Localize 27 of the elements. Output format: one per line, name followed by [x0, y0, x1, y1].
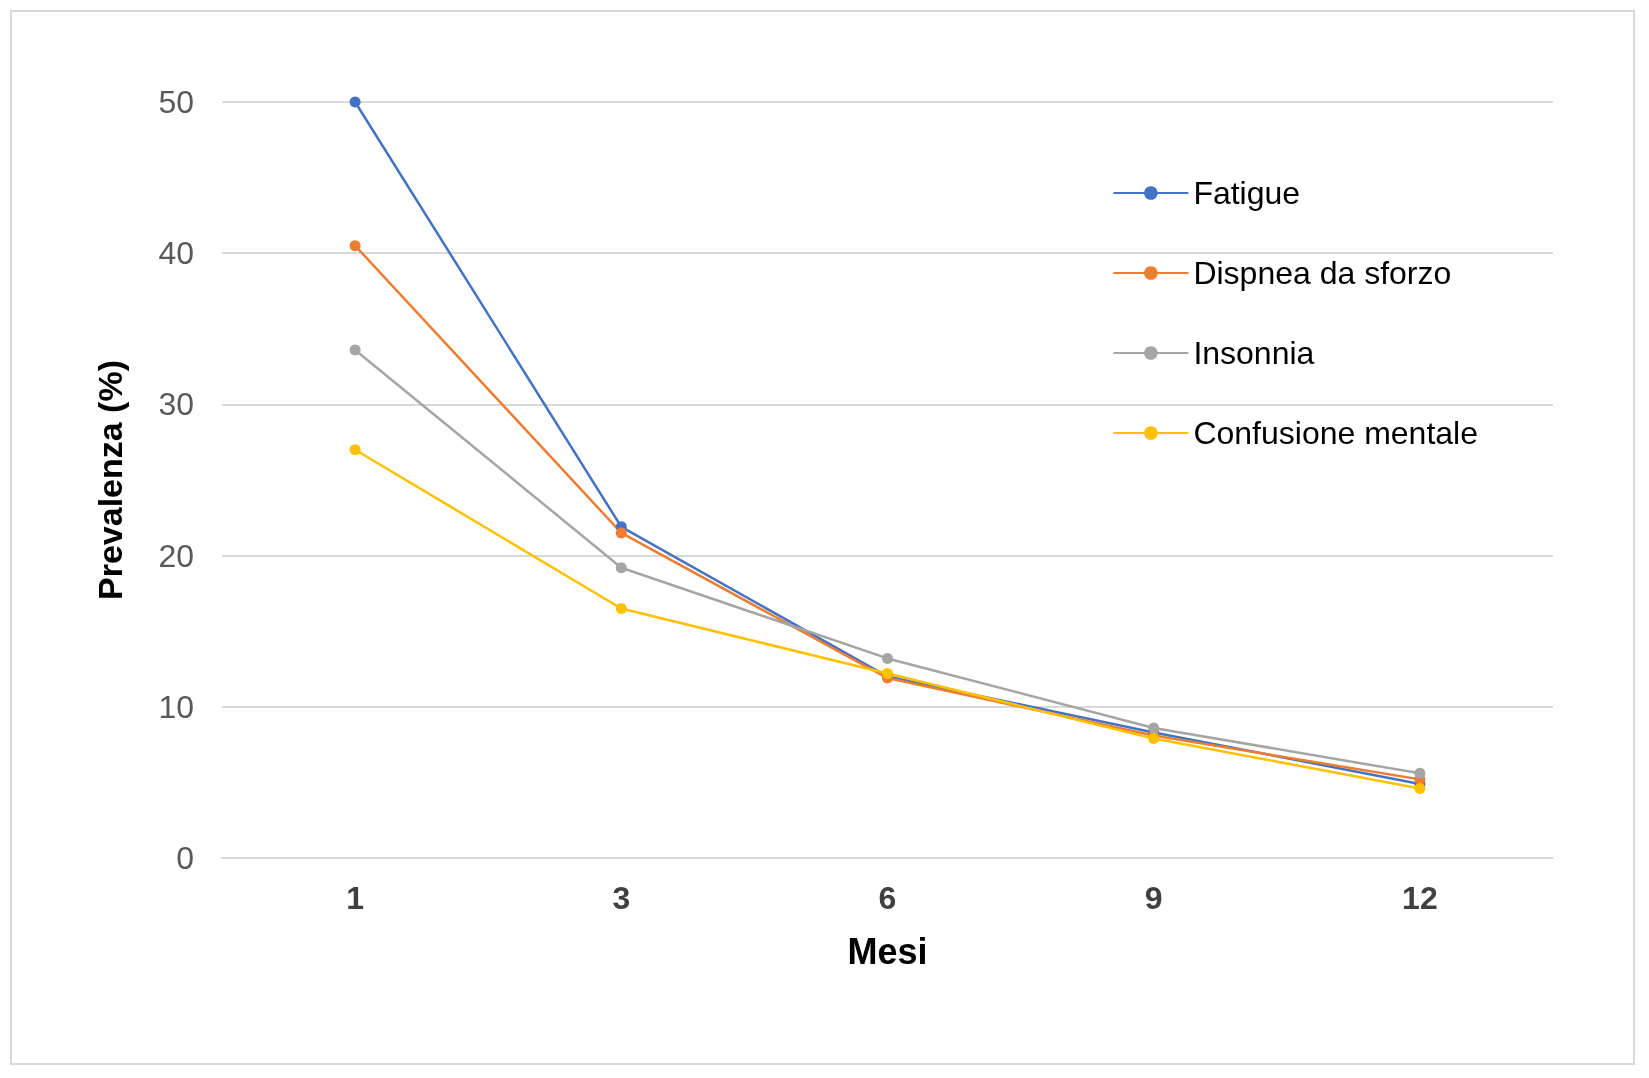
x-tick-label: 9: [1144, 880, 1163, 916]
y-tick-label: 10: [158, 688, 194, 725]
x-axis-title: Mesi: [847, 930, 928, 972]
point: [1148, 722, 1160, 734]
y-tick-label: 0: [176, 840, 194, 876]
legend-label: Confusione mentale: [1193, 415, 1478, 451]
point: [349, 240, 361, 252]
point: [349, 344, 361, 356]
x-tick-label: 1: [346, 880, 364, 916]
y-axis-title: Prevalenza (%): [91, 360, 129, 600]
y-tick-label: 40: [158, 235, 194, 272]
point: [615, 527, 627, 539]
y-tick-label: 20: [158, 537, 194, 574]
x-tick-label: 3: [612, 880, 631, 916]
legend-label: Fatigue: [1193, 175, 1301, 211]
y-tick-label: 30: [158, 386, 194, 423]
y-tick-label: 50: [158, 84, 194, 120]
legend-label: Dispnea da sforzo: [1193, 255, 1452, 291]
point: [349, 96, 361, 108]
point: [615, 603, 627, 615]
x-tick-label: 6: [878, 880, 897, 916]
point: [1414, 767, 1426, 779]
x-tick-label: 12: [1402, 880, 1438, 916]
point: [349, 444, 361, 456]
legend-label: Insonnia: [1193, 335, 1315, 371]
point: [882, 652, 893, 664]
point: [615, 562, 627, 574]
